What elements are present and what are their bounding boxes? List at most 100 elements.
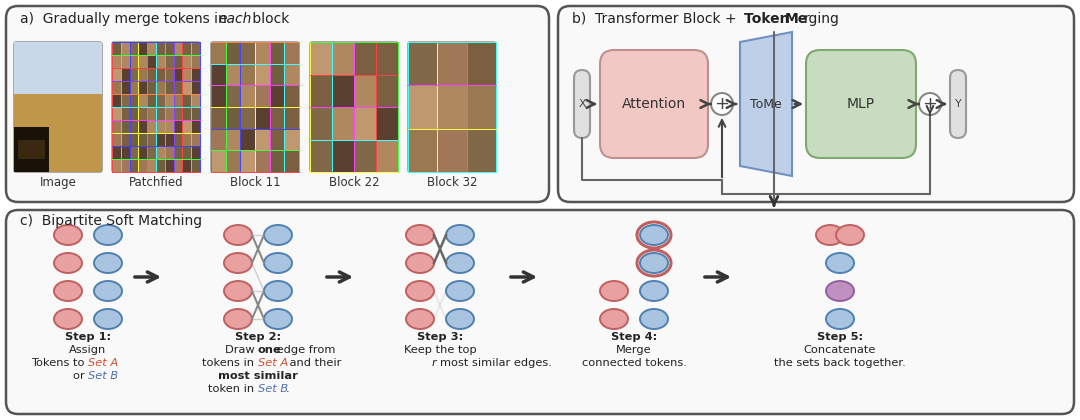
Bar bbox=[183, 42, 191, 55]
Bar bbox=[284, 85, 299, 107]
Bar bbox=[191, 146, 200, 159]
Bar bbox=[270, 129, 284, 150]
Text: MLP: MLP bbox=[847, 97, 875, 111]
FancyBboxPatch shape bbox=[14, 42, 102, 172]
Bar bbox=[156, 120, 165, 133]
Bar bbox=[376, 42, 399, 74]
Bar bbox=[130, 81, 138, 94]
Ellipse shape bbox=[640, 281, 669, 301]
Bar bbox=[130, 68, 138, 81]
Text: Step 3:: Step 3: bbox=[417, 332, 463, 342]
Bar bbox=[284, 64, 299, 85]
Bar bbox=[156, 159, 165, 172]
Bar bbox=[121, 159, 130, 172]
Bar bbox=[165, 133, 174, 146]
Bar bbox=[18, 139, 44, 159]
Bar bbox=[112, 159, 121, 172]
Bar bbox=[174, 120, 183, 133]
Bar bbox=[211, 129, 226, 150]
Ellipse shape bbox=[600, 281, 627, 301]
Text: Merge: Merge bbox=[617, 345, 652, 355]
FancyBboxPatch shape bbox=[573, 70, 590, 138]
Bar bbox=[467, 42, 496, 85]
Ellipse shape bbox=[826, 253, 854, 273]
Bar bbox=[255, 85, 270, 107]
Bar bbox=[165, 120, 174, 133]
Text: .: . bbox=[112, 371, 116, 381]
Bar bbox=[147, 94, 156, 107]
Bar bbox=[138, 120, 147, 133]
Bar bbox=[332, 107, 354, 139]
Bar bbox=[121, 133, 130, 146]
Bar bbox=[112, 68, 121, 81]
Ellipse shape bbox=[816, 225, 843, 245]
Bar bbox=[467, 129, 496, 172]
Bar bbox=[270, 107, 284, 129]
Text: or: or bbox=[72, 371, 87, 381]
Text: Y: Y bbox=[955, 99, 961, 109]
Bar bbox=[165, 159, 174, 172]
Bar bbox=[138, 159, 147, 172]
Bar bbox=[112, 55, 121, 68]
Bar bbox=[147, 107, 156, 120]
Ellipse shape bbox=[264, 225, 292, 245]
Ellipse shape bbox=[264, 253, 292, 273]
FancyBboxPatch shape bbox=[310, 42, 399, 172]
Bar bbox=[211, 64, 226, 85]
Bar bbox=[191, 81, 200, 94]
Text: Set A: Set A bbox=[87, 358, 118, 368]
Bar bbox=[211, 150, 226, 172]
Ellipse shape bbox=[836, 225, 864, 245]
Bar bbox=[138, 133, 147, 146]
Bar bbox=[130, 133, 138, 146]
Bar bbox=[147, 133, 156, 146]
Text: X: X bbox=[578, 99, 585, 109]
Ellipse shape bbox=[54, 281, 82, 301]
Bar bbox=[147, 68, 156, 81]
Ellipse shape bbox=[826, 309, 854, 329]
Bar bbox=[255, 150, 270, 172]
Bar bbox=[408, 85, 437, 129]
Bar bbox=[183, 120, 191, 133]
Text: each: each bbox=[218, 12, 252, 26]
Bar bbox=[354, 74, 376, 107]
Text: tokens in: tokens in bbox=[202, 358, 258, 368]
Bar bbox=[191, 120, 200, 133]
Bar bbox=[165, 42, 174, 55]
Bar bbox=[138, 68, 147, 81]
Bar bbox=[112, 42, 121, 55]
Bar bbox=[138, 81, 147, 94]
Ellipse shape bbox=[600, 309, 627, 329]
Text: Attention: Attention bbox=[622, 97, 686, 111]
Bar bbox=[226, 85, 241, 107]
Text: Assign: Assign bbox=[69, 345, 107, 355]
Bar bbox=[183, 68, 191, 81]
Ellipse shape bbox=[826, 281, 854, 301]
Bar bbox=[408, 42, 437, 85]
Bar bbox=[138, 42, 147, 55]
Bar bbox=[112, 94, 121, 107]
Bar bbox=[165, 107, 174, 120]
Bar bbox=[284, 107, 299, 129]
Bar bbox=[156, 55, 165, 68]
Bar bbox=[183, 107, 191, 120]
Bar bbox=[174, 107, 183, 120]
Bar bbox=[191, 159, 200, 172]
Ellipse shape bbox=[446, 309, 474, 329]
Text: edge from: edge from bbox=[273, 345, 336, 355]
Bar bbox=[138, 146, 147, 159]
Bar bbox=[255, 64, 270, 85]
Bar bbox=[138, 55, 147, 68]
Bar bbox=[376, 74, 399, 107]
Ellipse shape bbox=[446, 281, 474, 301]
Bar bbox=[121, 68, 130, 81]
Text: Token: Token bbox=[744, 12, 795, 26]
Bar bbox=[310, 74, 332, 107]
Bar bbox=[270, 150, 284, 172]
Text: Patchfied: Patchfied bbox=[129, 176, 184, 189]
Bar bbox=[376, 139, 399, 172]
Bar bbox=[183, 133, 191, 146]
Bar bbox=[226, 129, 241, 150]
Bar bbox=[156, 68, 165, 81]
FancyBboxPatch shape bbox=[6, 6, 549, 202]
